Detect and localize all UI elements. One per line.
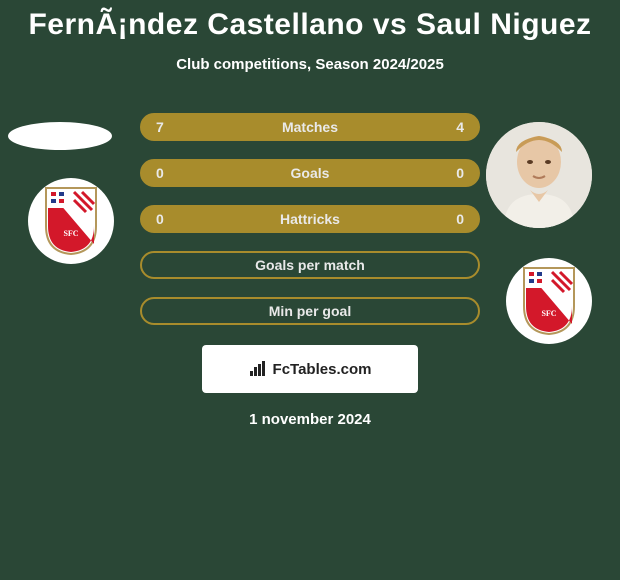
svg-text:SFC: SFC: [63, 229, 78, 238]
player-left-avatar: [8, 122, 112, 150]
stat-left-value: 0: [156, 211, 164, 227]
stat-label: Hattricks: [280, 211, 340, 227]
chart-icon: [249, 361, 267, 377]
stat-right-value: 0: [456, 165, 464, 181]
page-title: FernÃ¡ndez Castellano vs Saul Niguez: [0, 0, 620, 42]
attribution: FcTables.com: [202, 345, 418, 393]
stat-row-goals: 0 Goals 0: [140, 159, 480, 187]
stat-left-value: 7: [156, 119, 164, 135]
stat-left-value: 0: [156, 165, 164, 181]
subtitle: Club competitions, Season 2024/2025: [0, 56, 620, 73]
attribution-text: FcTables.com: [273, 361, 372, 378]
stat-row-goals-per-match: Goals per match: [140, 251, 480, 279]
svg-text:SFC: SFC: [541, 309, 556, 318]
stat-label: Matches: [282, 119, 338, 135]
stat-label: Goals: [291, 165, 330, 181]
stat-row-min-per-goal: Min per goal: [140, 297, 480, 325]
stat-row-matches: 7 Matches 4: [140, 113, 480, 141]
club-crest-right: SFC: [506, 258, 592, 344]
club-crest-left: SFC: [28, 178, 114, 264]
stat-row-hattricks: 0 Hattricks 0: [140, 205, 480, 233]
date-line: 1 november 2024: [0, 411, 620, 428]
stat-label: Min per goal: [269, 303, 351, 319]
stat-right-value: 4: [456, 119, 464, 135]
stat-label: Goals per match: [255, 257, 365, 273]
player-right-avatar: [486, 122, 592, 228]
stat-right-value: 0: [456, 211, 464, 227]
